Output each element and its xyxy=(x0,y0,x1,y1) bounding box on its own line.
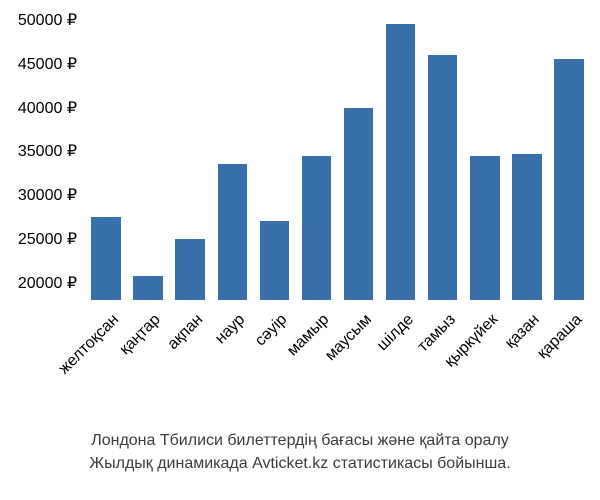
y-tick-label: 50000 ₽ xyxy=(18,10,77,30)
y-tick-label: 30000 ₽ xyxy=(18,185,77,205)
caption-line-1: Лондона Тбилиси билеттердің бағасы және … xyxy=(0,430,600,452)
chart-caption: Лондона Тбилиси билеттердің бағасы және … xyxy=(0,430,600,475)
y-tick-label: 20000 ₽ xyxy=(18,273,77,293)
caption-line-2: Жылдық динамикада Avticket.kz статистика… xyxy=(0,453,600,475)
bar xyxy=(344,108,373,301)
bar xyxy=(91,217,120,300)
bar xyxy=(260,221,289,300)
y-tick-label: 35000 ₽ xyxy=(18,141,77,161)
y-tick-label: 25000 ₽ xyxy=(18,229,77,249)
x-tick-label: ақпан xyxy=(164,311,207,354)
bar xyxy=(133,276,162,301)
x-tick-label: желтоқсан xyxy=(55,311,122,378)
bar xyxy=(302,156,331,300)
bar xyxy=(554,59,583,300)
y-tick-label: 40000 ₽ xyxy=(18,98,77,118)
bar xyxy=(386,24,415,300)
y-tick-label: 45000 ₽ xyxy=(18,54,77,74)
chart-area xyxy=(85,20,590,300)
bar xyxy=(218,164,247,300)
bar xyxy=(175,239,204,300)
x-tick-label: қаңтар xyxy=(117,311,165,359)
x-tick-label: маусым xyxy=(322,311,376,365)
x-tick-label: наур xyxy=(212,311,249,348)
x-tick-label: шілде xyxy=(374,311,418,355)
chart-container: 20000 ₽ 25000 ₽ 30000 ₽ 35000 ₽ 40000 ₽ 45000… xyxy=(0,10,600,370)
bar xyxy=(512,154,541,300)
bar xyxy=(470,156,499,300)
bar xyxy=(428,55,457,300)
y-axis: 20000 ₽ 25000 ₽ 30000 ₽ 35000 ₽ 40000 ₽ 45000… xyxy=(0,20,85,300)
x-axis: желтоқсанқаңтарақпаннаурсәуірмамырмаусым… xyxy=(85,305,590,405)
x-tick-label: қараша xyxy=(534,311,586,363)
